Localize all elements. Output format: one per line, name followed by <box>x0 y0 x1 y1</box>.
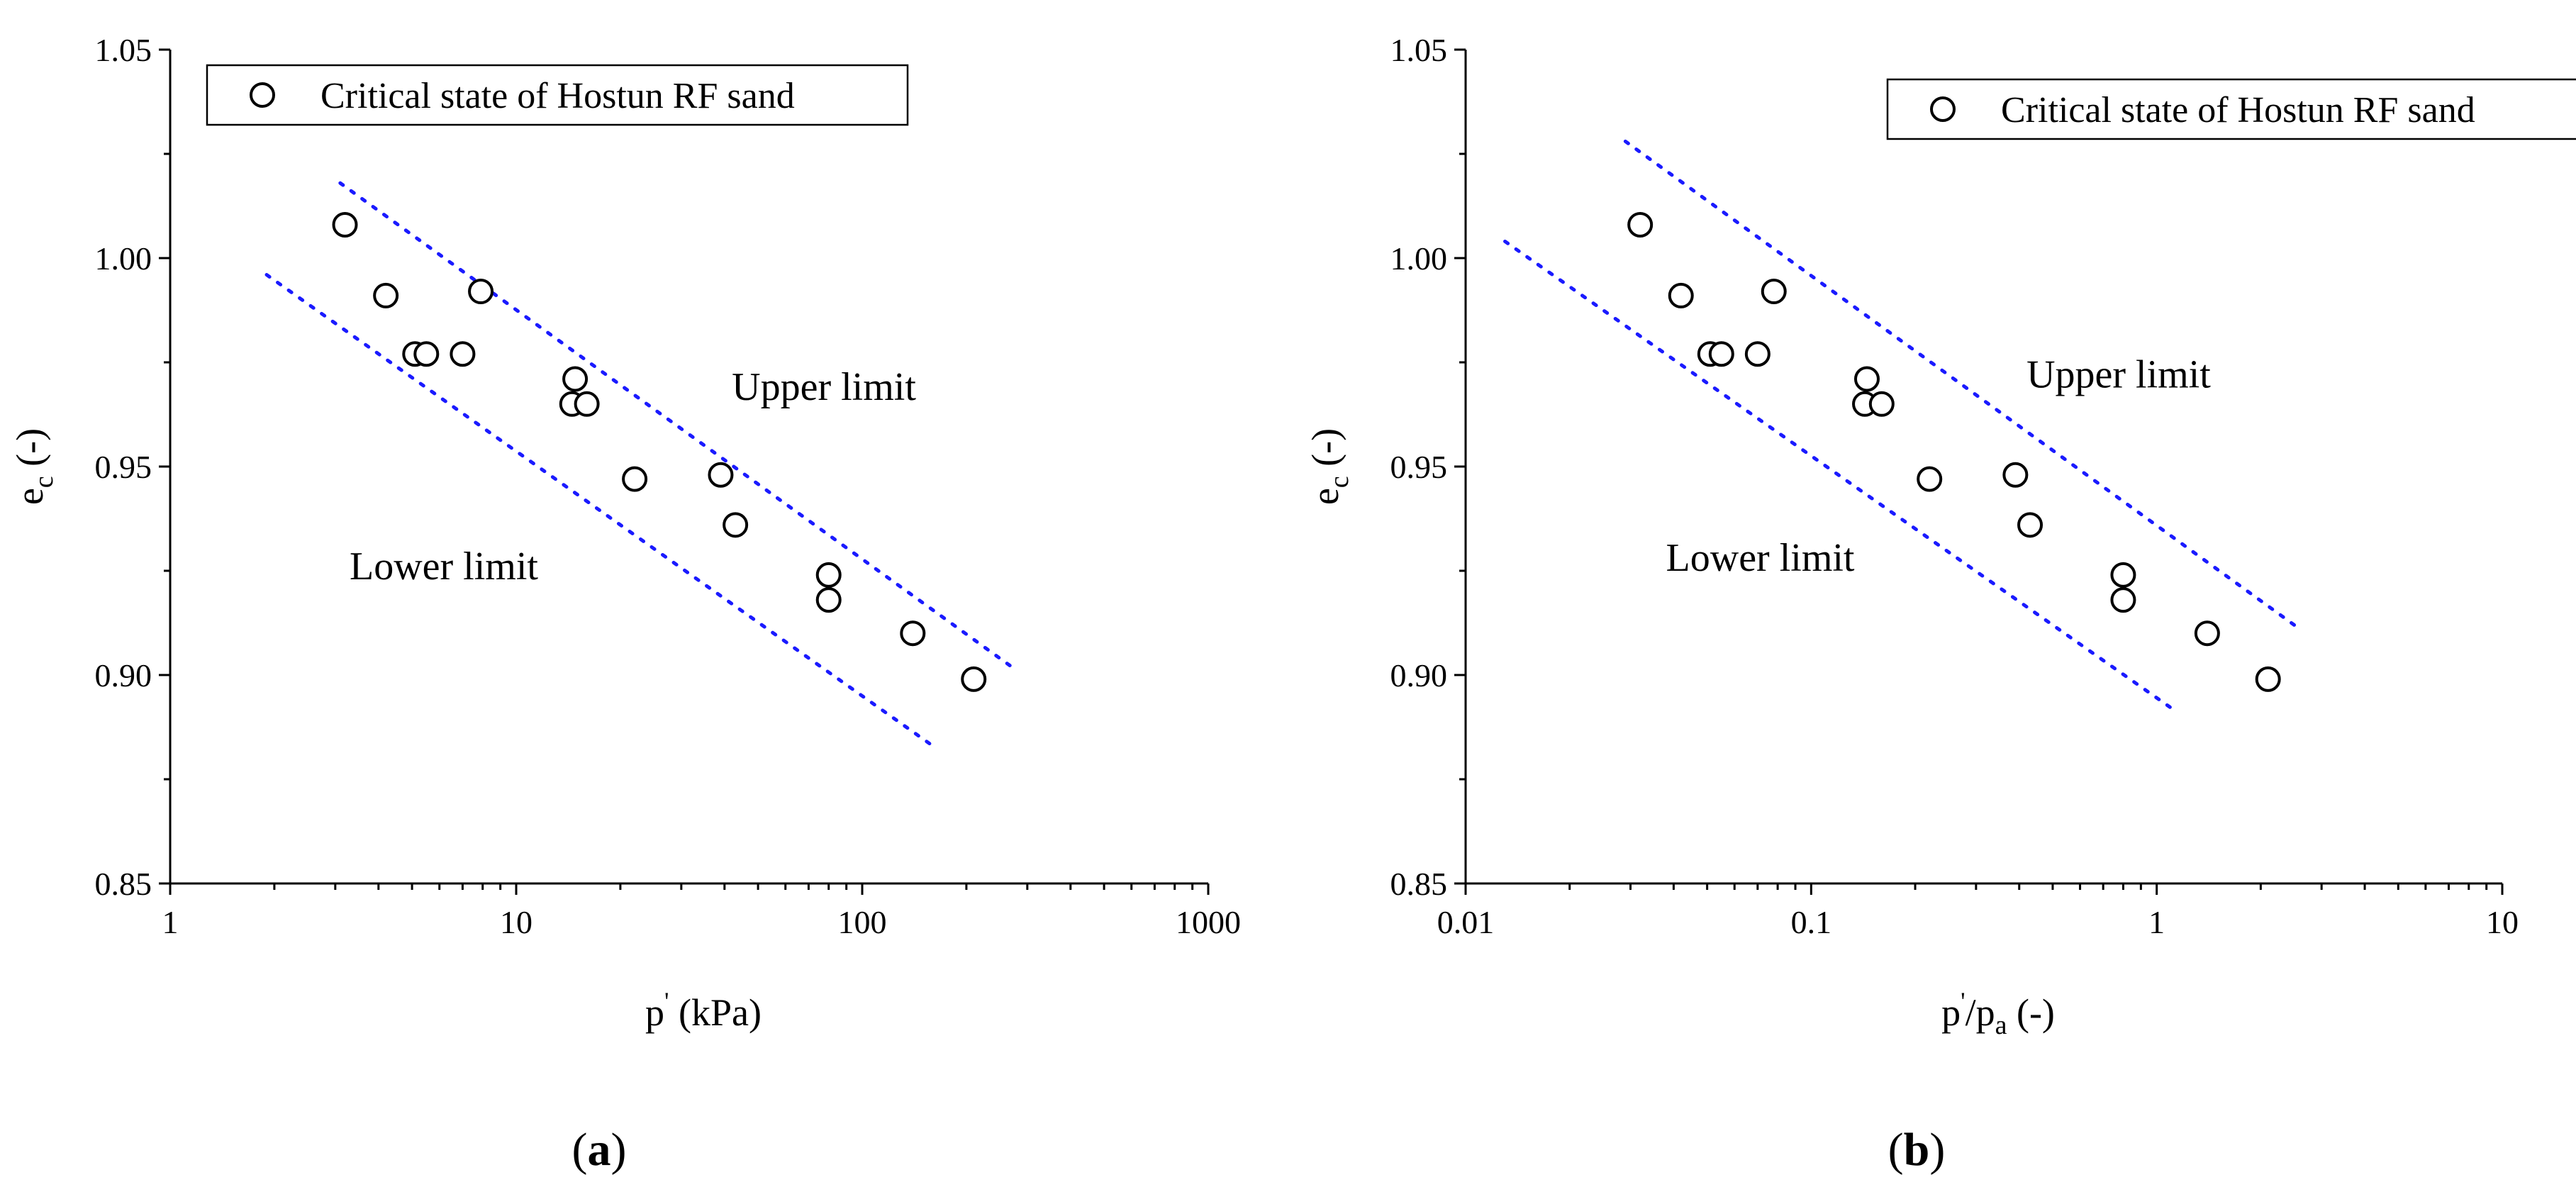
y-tick-label: 0.95 <box>95 449 152 485</box>
x-axis-title-main: p <box>645 991 664 1034</box>
x-axis-title: p' (kPa) <box>645 987 762 1034</box>
data-point <box>562 366 589 392</box>
legend-box <box>1886 78 2576 140</box>
y-tick-label: 0.95 <box>1390 449 1448 485</box>
upper-limit-label: Upper limit <box>732 365 916 409</box>
data-point <box>2002 462 2029 488</box>
legend-label: Critical state of Hostun RF sand <box>2001 90 2475 130</box>
x-tick-label: 0.01 <box>1437 904 1495 940</box>
x-tick-label: 0.1 <box>1791 904 1832 940</box>
data-point <box>2110 587 2136 613</box>
panel-a-limit-lines <box>264 181 1014 748</box>
x-axis-title-sup: ' <box>1961 987 1966 1015</box>
y-axis-title-main: e <box>1304 488 1346 505</box>
data-point <box>1627 211 1654 238</box>
data-point <box>900 620 926 647</box>
y-tick-label: 1.05 <box>95 32 152 68</box>
panel-a-legend: Critical state of Hostun RF sand <box>206 64 909 126</box>
panel-a: 0.85 0.90 0.95 1.00 1.05 1 10 100 1000 ec (-) p' (… <box>9 32 1241 1176</box>
data-point <box>815 587 842 613</box>
data-point <box>2110 562 2136 588</box>
y-axis-title-sub: c <box>29 476 59 488</box>
data-point <box>1761 279 1787 305</box>
legend-label: Critical state of Hostun RF sand <box>320 76 795 116</box>
data-point <box>574 391 600 417</box>
x-axis-title-rest: (kPa) <box>669 991 762 1034</box>
y-axis-title-rest: (-) <box>9 428 51 476</box>
x-axis-title-sub: a <box>1995 1010 2007 1040</box>
x-tick-label: 1 <box>2148 904 2165 940</box>
panel-a-data-points <box>332 211 987 692</box>
data-point <box>723 512 749 538</box>
y-tick-label: 1.00 <box>1390 240 1448 277</box>
upper-limit-line <box>338 181 1014 669</box>
x-tick-label: 1000 <box>1176 904 1241 940</box>
x-tick-label: 100 <box>838 904 887 940</box>
y-axis-title-rest: (-) <box>1304 428 1346 476</box>
panel-a-annotations: Upper limit Lower limit <box>350 365 916 589</box>
data-point <box>1668 282 1694 308</box>
data-point <box>1917 466 1943 492</box>
panel-b-annotations: Upper limit Lower limit <box>1666 352 2212 580</box>
data-point <box>2255 666 2281 692</box>
panel-b-limit-lines <box>1503 139 2297 715</box>
x-axis-title-sup: ' <box>664 987 669 1015</box>
y-tick-label: 0.90 <box>1390 657 1448 693</box>
data-point <box>961 666 987 692</box>
data-point <box>413 341 440 367</box>
data-point <box>450 341 476 367</box>
panel-b-caption: (b) <box>1888 1124 1946 1176</box>
lower-limit-label: Lower limit <box>1666 536 1855 580</box>
data-point <box>1868 391 1895 417</box>
data-point <box>1708 341 1734 367</box>
x-tick-label: 1 <box>162 904 179 940</box>
panel-b-legend: Critical state of Hostun RF sand <box>1886 78 2576 140</box>
panel-a-axes: 0.85 0.90 0.95 1.00 1.05 1 10 100 1000 ec (-) p' (… <box>9 32 1241 1034</box>
data-point <box>708 462 734 488</box>
x-axis-title-rest: (-) <box>2007 991 2054 1034</box>
panel-b-data-points <box>1627 211 2281 692</box>
data-point <box>1744 341 1771 367</box>
data-point <box>468 279 494 305</box>
x-tick-label: 10 <box>2486 904 2519 940</box>
upper-limit-label: Upper limit <box>2026 352 2211 396</box>
data-point <box>1853 366 1880 392</box>
legend-box <box>206 64 909 126</box>
y-tick-label: 0.85 <box>1390 866 1448 902</box>
x-axis-title-main: p <box>1941 991 1961 1034</box>
data-point <box>622 466 648 492</box>
x-axis-title-mid: /p <box>1966 991 1995 1034</box>
y-axis-title: ec (-) <box>1304 428 1354 505</box>
y-axis-title-sub: c <box>1325 476 1354 488</box>
x-axis-title: p'/pa (-) <box>1941 987 2055 1040</box>
y-tick-label: 1.05 <box>1390 32 1448 68</box>
lower-limit-line <box>264 273 935 748</box>
lower-limit-label: Lower limit <box>350 545 538 589</box>
data-point <box>373 282 399 308</box>
y-tick-label: 0.85 <box>95 866 152 902</box>
data-point <box>815 562 842 588</box>
data-point <box>2017 512 2043 538</box>
legend-marker <box>250 82 275 108</box>
x-tick-label: 10 <box>500 904 533 940</box>
y-tick-label: 1.00 <box>95 240 152 277</box>
legend-marker <box>1930 96 1956 122</box>
y-tick-label: 0.90 <box>95 657 152 693</box>
y-axis-title-main: e <box>9 488 51 505</box>
data-point <box>2194 620 2220 647</box>
panel-a-caption: (a) <box>572 1124 627 1176</box>
data-point <box>332 211 358 238</box>
y-axis-title: ec (-) <box>9 428 59 505</box>
lower-limit-line <box>1503 239 2180 715</box>
upper-limit-line <box>1623 139 2297 627</box>
